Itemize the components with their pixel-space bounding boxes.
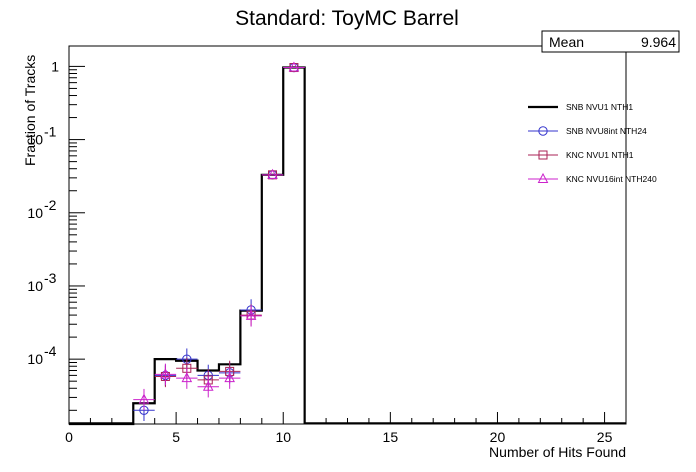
y-tick-label: 1 bbox=[51, 58, 59, 74]
y-tick-label: 10 bbox=[27, 278, 43, 294]
y-tick-exponent: -4 bbox=[44, 343, 57, 359]
x-tick-label: 15 bbox=[383, 429, 399, 445]
x-tick-label: 25 bbox=[597, 429, 613, 445]
data-point-triangle bbox=[138, 393, 150, 404]
stats-mean-label: Mean bbox=[549, 34, 584, 50]
y-tick-exponent: -2 bbox=[44, 197, 57, 213]
data-point-triangle bbox=[267, 168, 278, 179]
y-axis-label: Fraction of Tracks bbox=[22, 55, 38, 166]
legend-entry-label: SNB NVU1 NTH1 bbox=[566, 102, 633, 112]
x-tick-label: 5 bbox=[172, 429, 180, 445]
legend-entry-label: SNB NVU8int NTH24 bbox=[566, 126, 647, 136]
x-tick-label: 10 bbox=[275, 429, 291, 445]
chart-title: Standard: ToyMC Barrel bbox=[235, 7, 459, 30]
x-axis-label: Number of Hits Found bbox=[489, 444, 626, 460]
data-point-triangle bbox=[288, 61, 300, 72]
y-tick-label: 10 bbox=[27, 132, 43, 148]
x-tick-label: 0 bbox=[65, 429, 73, 445]
legend-entry-label: KNC NVU1 NTH1 bbox=[566, 150, 634, 160]
legend-marker-circle bbox=[538, 126, 548, 136]
data-point-triangle bbox=[224, 372, 236, 383]
x-tick-label: 20 bbox=[490, 429, 506, 445]
data-point-triangle bbox=[181, 372, 193, 383]
data-point-triangle bbox=[245, 309, 257, 320]
y-tick-exponent: -1 bbox=[44, 124, 57, 140]
data-point-triangle bbox=[160, 368, 171, 379]
y-tick-label: 10 bbox=[27, 351, 43, 367]
legend-entry-label: KNC NVU16int NTH240 bbox=[566, 174, 657, 184]
stats-box-frame bbox=[541, 30, 680, 53]
histogram-series bbox=[69, 66, 306, 426]
legend: SNB NVU1 NTH1 SNB NVU8int NTH24 KNC NVU1 N… bbox=[528, 102, 657, 184]
legend-marker-triangle bbox=[537, 172, 549, 183]
legend-marker-square bbox=[538, 150, 548, 160]
stats-mean-value: 9.964 bbox=[641, 34, 676, 50]
y-tick-label: 10 bbox=[27, 205, 43, 221]
data-point-triangle bbox=[202, 380, 214, 391]
y-tick-exponent: -3 bbox=[44, 270, 57, 286]
stats-box: Mean 9.964 bbox=[541, 30, 680, 53]
